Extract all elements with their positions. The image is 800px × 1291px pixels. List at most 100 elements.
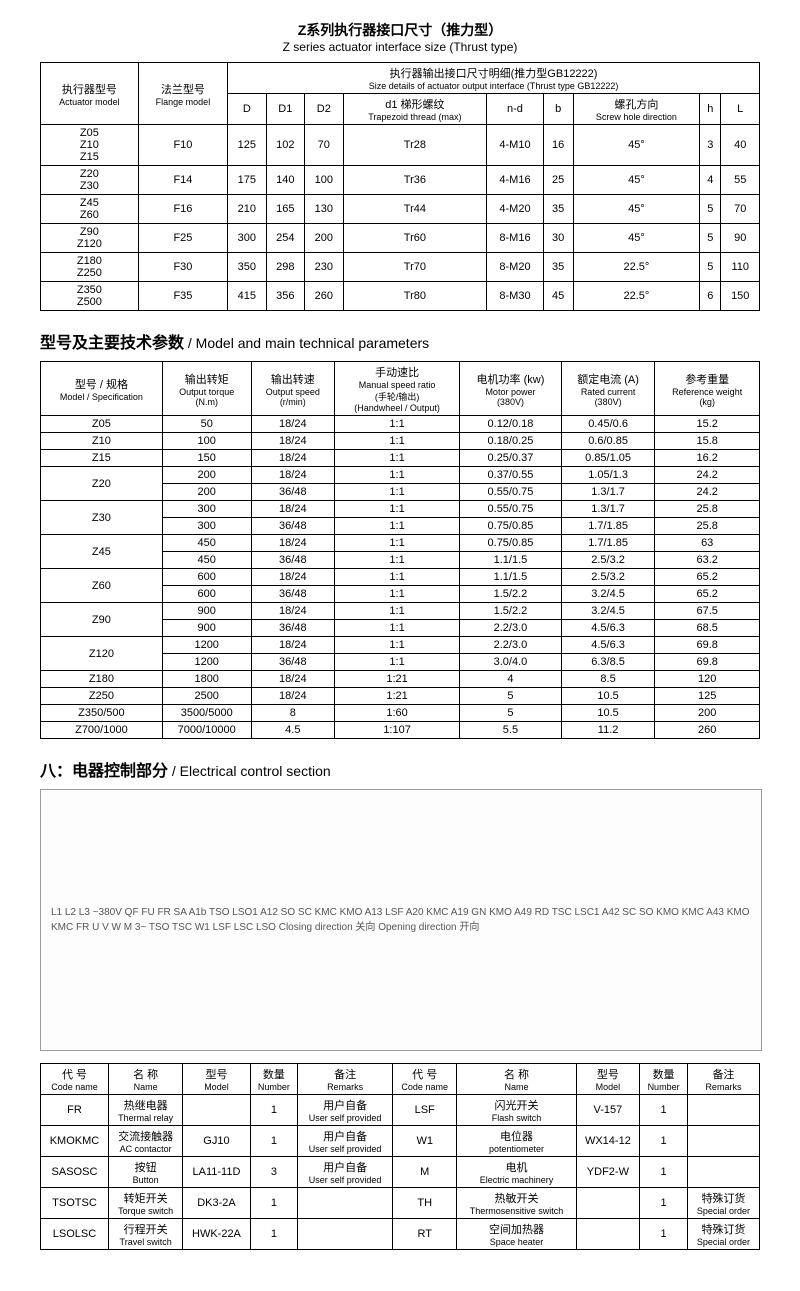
cell: 1800 xyxy=(162,671,251,688)
cell-model: Z45 Z60 xyxy=(41,195,139,224)
hdr-name2: 名 称Name xyxy=(457,1064,576,1095)
cell: 1 xyxy=(250,1095,298,1126)
table-row: Z2020018/241:10.37/0.551.05/1.324.2 xyxy=(41,467,760,484)
cell-model: Z15 xyxy=(41,450,163,467)
cell: 4-M16 xyxy=(487,166,544,195)
cell: 200 xyxy=(162,467,251,484)
cell: 300 xyxy=(162,518,251,535)
table-row: Z4545018/241:10.75/0.851.7/1.8563 xyxy=(41,535,760,552)
cell: 230 xyxy=(305,253,343,282)
cell: LA11-11D xyxy=(183,1157,250,1188)
cell: 2500 xyxy=(162,688,251,705)
cell: 电位器potentiometer xyxy=(457,1126,576,1157)
cell: 18/24 xyxy=(251,450,334,467)
cell: 260 xyxy=(655,722,760,739)
table-row: SASOSC按钮ButtonLA11-11D3用户自备User self pro… xyxy=(41,1157,760,1188)
cell: 3 xyxy=(250,1157,298,1188)
cell: 1 xyxy=(640,1219,688,1250)
cell: 2.2/3.0 xyxy=(460,637,562,654)
cell: 5 xyxy=(700,195,721,224)
cell: 165 xyxy=(266,195,304,224)
cell: 200 xyxy=(162,484,251,501)
cell: GJ10 xyxy=(183,1126,250,1157)
hdr-ratio: 手动速比 Manual speed ratio (手轮/输出) (Handwhe… xyxy=(335,362,460,416)
cell: Tr70 xyxy=(343,253,487,282)
cell: 40 xyxy=(721,125,760,166)
cell: 1 xyxy=(250,1126,298,1157)
cell: 0.75/0.85 xyxy=(460,535,562,552)
cell: 1 xyxy=(250,1219,298,1250)
cell: 67.5 xyxy=(655,603,760,620)
cell: 22.5° xyxy=(573,282,700,311)
cell: 1:1 xyxy=(335,501,460,518)
cell: F14 xyxy=(138,166,227,195)
cell: 3.2/4.5 xyxy=(561,586,655,603)
cell: 25.8 xyxy=(655,501,760,518)
cell: 空间加热器Space heater xyxy=(457,1219,576,1250)
cell: 特殊订货Special order xyxy=(687,1188,759,1219)
cell: 3 xyxy=(700,125,721,166)
hdr-number: 数量Number xyxy=(250,1064,298,1095)
cell: 1:1 xyxy=(335,416,460,433)
technical-parameters-table: 型号 / 规格 Model / Specification 输出转矩 Outpu… xyxy=(40,361,760,739)
cell: 4.5/6.3 xyxy=(561,637,655,654)
cell: 交流接触器AC contactor xyxy=(108,1126,182,1157)
cell: 18/24 xyxy=(251,671,334,688)
cell: 6 xyxy=(700,282,721,311)
cell: FR xyxy=(41,1095,109,1126)
hdr-name: 名 称Name xyxy=(108,1064,182,1095)
hdr-power: 电机功率 (kw) Motor power (380V) xyxy=(460,362,562,416)
cell: 1200 xyxy=(162,637,251,654)
cell: 6.3/8.5 xyxy=(561,654,655,671)
cell-model: Z45 xyxy=(41,535,163,569)
cell: 200 xyxy=(305,224,343,253)
cell: 7000/10000 xyxy=(162,722,251,739)
cell-model: Z05 xyxy=(41,416,163,433)
cell: 50 xyxy=(162,416,251,433)
cell: 18/24 xyxy=(251,467,334,484)
cell: 110 xyxy=(721,253,760,282)
cell: 300 xyxy=(228,224,266,253)
cell: 1:1 xyxy=(335,603,460,620)
cell: 1.1/1.5 xyxy=(460,569,562,586)
cell: 1:1 xyxy=(335,433,460,450)
cell: M xyxy=(392,1157,457,1188)
cell: 按钮Button xyxy=(108,1157,182,1188)
title-cn: Z系列执行器接口尺寸（推力型） xyxy=(40,20,760,40)
cell: 3500/5000 xyxy=(162,705,251,722)
cell: F30 xyxy=(138,253,227,282)
cell: 900 xyxy=(162,620,251,637)
cell: 300 xyxy=(162,501,251,518)
table-row: Z250250018/241:21510.5125 xyxy=(41,688,760,705)
cell: 5 xyxy=(700,253,721,282)
cell: 用户自备User self provided xyxy=(298,1157,393,1188)
cell: 1:1 xyxy=(335,654,460,671)
hdr-b: b xyxy=(543,94,573,125)
cell: 1 xyxy=(640,1095,688,1126)
cell: F25 xyxy=(138,224,227,253)
cell: 69.8 xyxy=(655,637,760,654)
cell: HWK-22A xyxy=(183,1219,250,1250)
cell: 5 xyxy=(460,705,562,722)
cell: Tr28 xyxy=(343,125,487,166)
cell: 125 xyxy=(228,125,266,166)
cell-model: Z10 xyxy=(41,433,163,450)
cell: W1 xyxy=(392,1126,457,1157)
cell: 18/24 xyxy=(251,501,334,518)
cell: 150 xyxy=(162,450,251,467)
hdr-model: 型号 / 规格 Model / Specification xyxy=(41,362,163,416)
cell: 24.2 xyxy=(655,484,760,501)
hdr-flange-model: 法兰型号 Flange model xyxy=(138,63,227,125)
cell: 1.3/1.7 xyxy=(561,484,655,501)
cell: 3.2/4.5 xyxy=(561,603,655,620)
cell: YDF2-W xyxy=(576,1157,640,1188)
cell: 1.5/2.2 xyxy=(460,586,562,603)
cell: 45° xyxy=(573,224,700,253)
cell: 5.5 xyxy=(460,722,562,739)
cell: 15.2 xyxy=(655,416,760,433)
circuit-diagram: L1 L2 L3 ~380V QF FU FR SA A1b TSO LSO1 … xyxy=(40,789,762,1051)
cell: 1 xyxy=(640,1126,688,1157)
cell: 18/24 xyxy=(251,433,334,450)
table-row: TSOTSC转矩开关Torque switchDK3-2A1TH热敏开关Ther… xyxy=(41,1188,760,1219)
cell: 55 xyxy=(721,166,760,195)
